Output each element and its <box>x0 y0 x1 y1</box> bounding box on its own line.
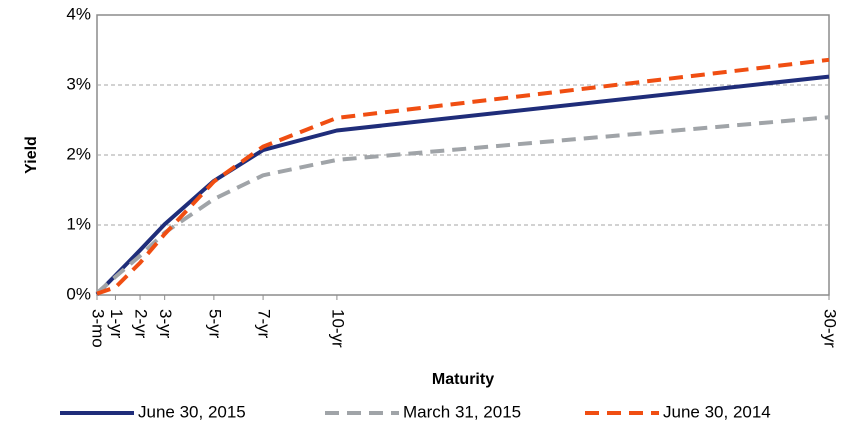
x-tick-label: 2-yr <box>132 309 151 339</box>
series-line <box>96 57 830 296</box>
x-tick-label: 5-yr <box>205 309 224 339</box>
x-tick-label: 3-yr <box>156 309 175 339</box>
x-tick-label: 30-yr <box>821 309 840 348</box>
series-line <box>95 115 830 295</box>
x-tick-label: 7-yr <box>255 309 274 339</box>
x-tick-label: 1-yr <box>107 309 126 339</box>
y-tick-label: 0% <box>66 284 91 303</box>
y-tick-label: 1% <box>66 214 91 233</box>
legend-label: March 31, 2015 <box>403 402 521 421</box>
series-line <box>95 74 830 296</box>
y-tick-label: 4% <box>66 4 91 23</box>
x-axis-title: Maturity <box>432 371 494 388</box>
y-axis-title: Yield <box>23 136 40 174</box>
y-tick-label: 3% <box>66 74 91 93</box>
legend-label: June 30, 2014 <box>663 402 771 421</box>
x-tick-label: 3-mo <box>89 309 108 348</box>
x-tick-label: 10-yr <box>328 309 347 348</box>
y-tick-label: 2% <box>66 144 91 163</box>
legend-label: June 30, 2015 <box>138 402 246 421</box>
